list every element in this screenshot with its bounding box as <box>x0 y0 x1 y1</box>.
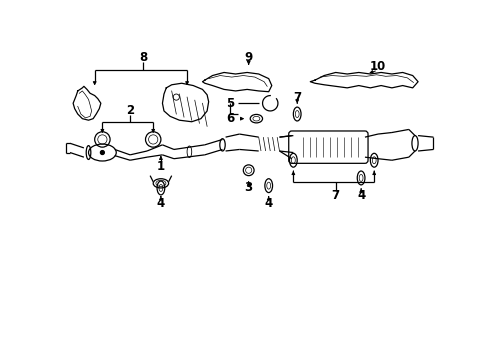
Text: 8: 8 <box>139 50 147 64</box>
Text: 7: 7 <box>331 189 339 202</box>
Text: 5: 5 <box>225 97 234 110</box>
Text: 4: 4 <box>264 197 272 210</box>
Text: 9: 9 <box>244 50 252 64</box>
Text: 2: 2 <box>126 104 134 117</box>
Text: 1: 1 <box>157 160 164 173</box>
Circle shape <box>100 150 104 154</box>
Text: 4: 4 <box>157 197 164 210</box>
Text: 6: 6 <box>225 112 234 125</box>
Text: 3: 3 <box>244 181 252 194</box>
Text: 7: 7 <box>292 91 301 104</box>
Text: 10: 10 <box>369 60 386 73</box>
Text: 4: 4 <box>356 189 365 202</box>
